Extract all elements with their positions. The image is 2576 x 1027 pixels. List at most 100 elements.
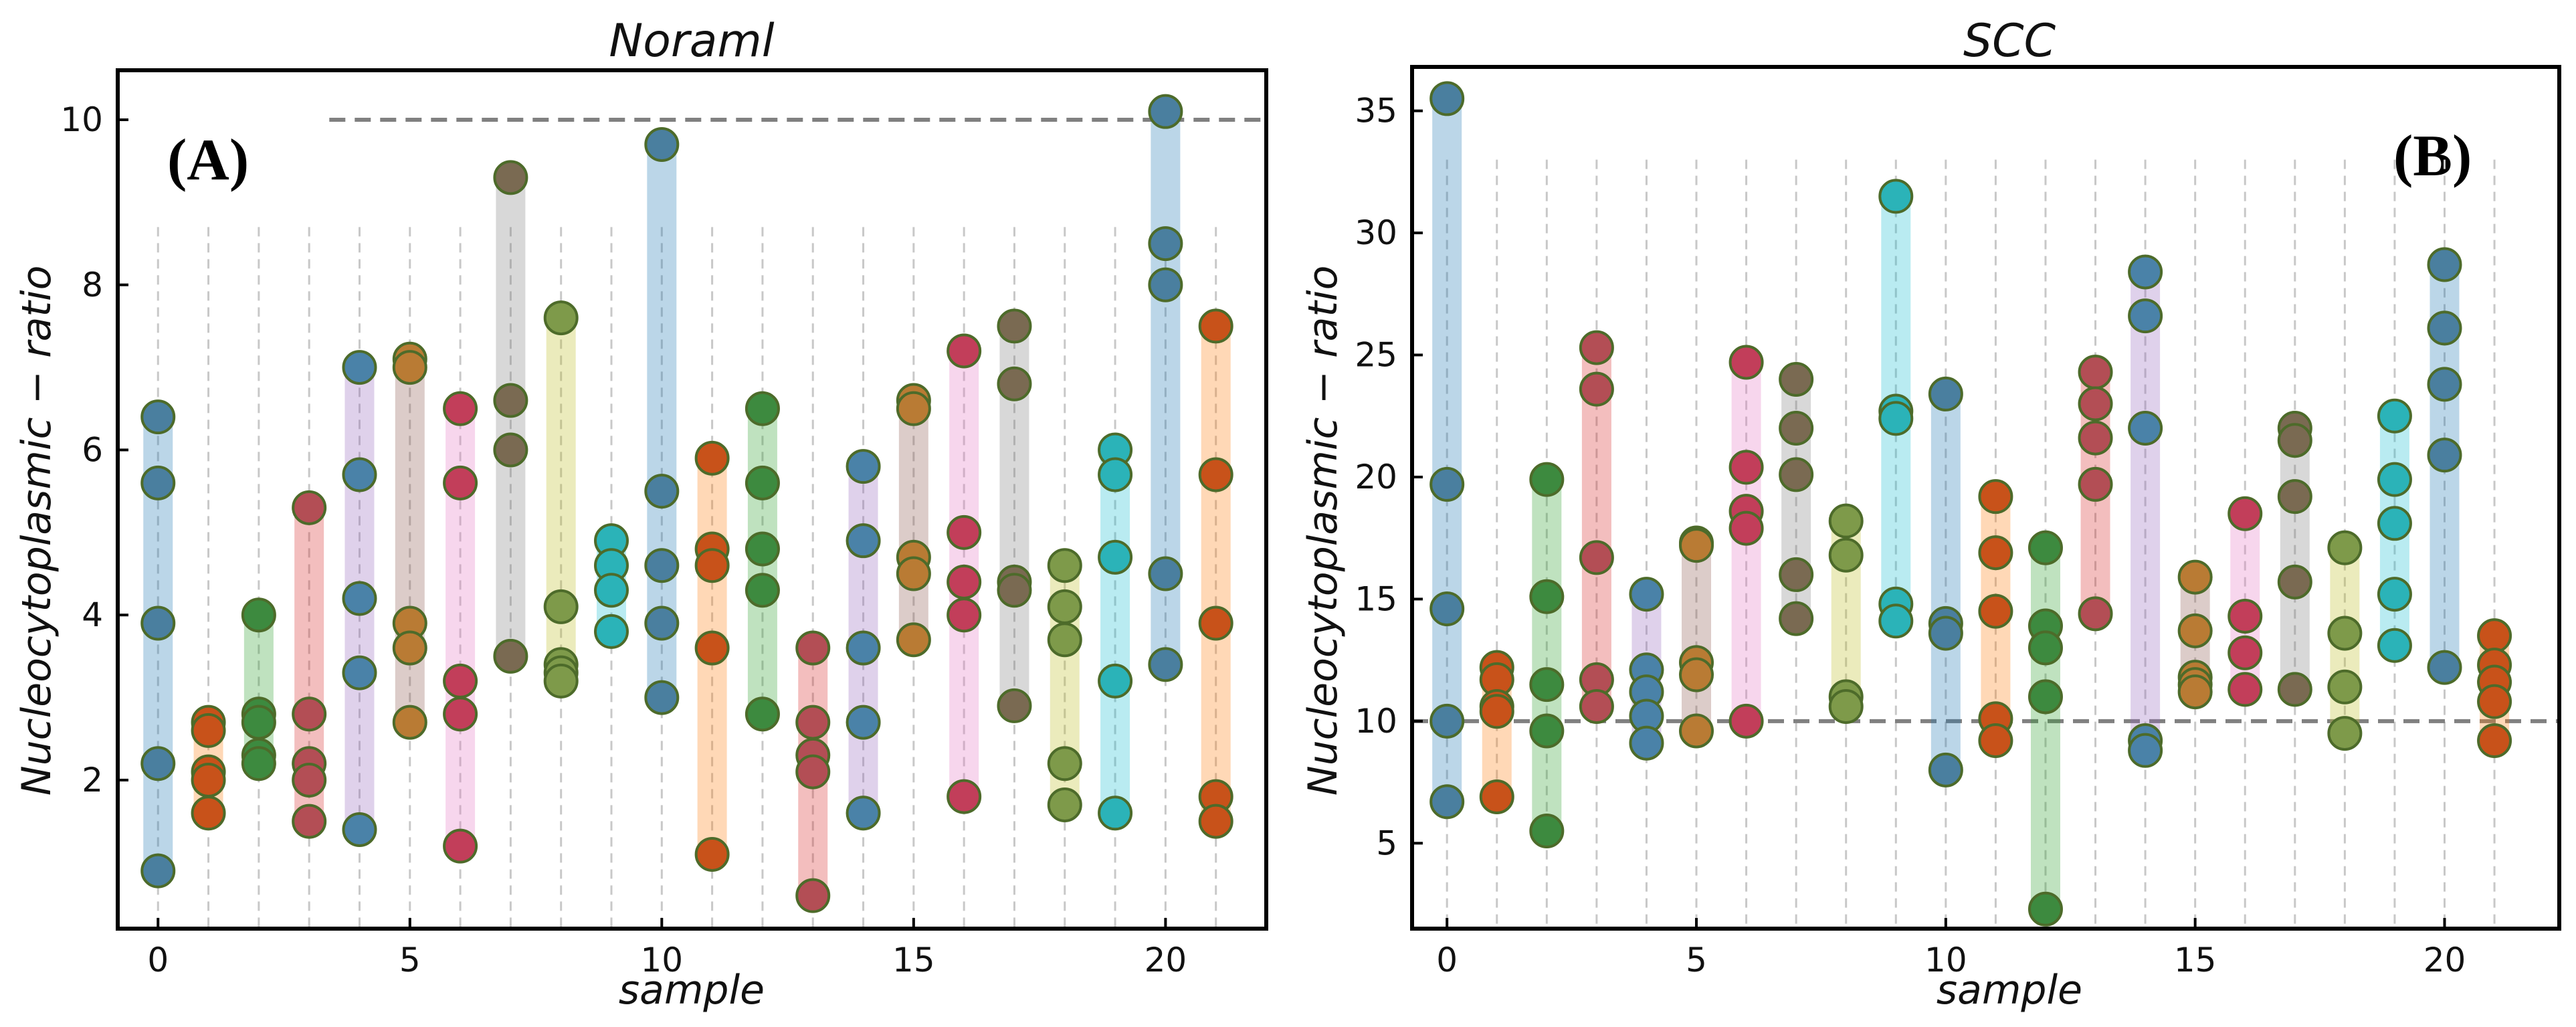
panel-b-data-point-sample-14-1 [2128, 298, 2163, 334]
panel-a-data-point-sample-11-3 [694, 630, 730, 666]
panel-b-data-point-sample-11-4 [1978, 723, 2013, 759]
panel-b-data-point-sample-0-4 [1429, 784, 1465, 820]
panel-b-data-point-sample-20-1 [2427, 310, 2462, 346]
panel-b-data-point-sample-2-4 [1529, 814, 1565, 849]
panel-a-range-band-sample-8 [546, 318, 576, 681]
panel-a-data-point-sample-12-1 [745, 465, 780, 500]
panel-a-data-point-sample-16-0 [947, 333, 982, 369]
panel-b-data-point-sample-21-3 [2477, 684, 2512, 719]
panel-b-data-point-sample-3-2 [1579, 540, 1614, 575]
panel-a-data-point-sample-2-0 [241, 597, 276, 633]
panel-a-data-point-sample-5-3 [392, 630, 427, 666]
panel-b-data-point-sample-21-0 [2477, 618, 2512, 654]
panel-a-data-point-sample-20-4 [1148, 647, 1183, 682]
panel-b-data-point-sample-3-4 [1579, 688, 1614, 724]
panel-b-data-point-sample-2-1 [1529, 579, 1565, 614]
panel-a-data-point-sample-4-0 [342, 350, 377, 385]
panel-a-data-point-sample-10-4 [644, 680, 680, 715]
panel-b-data-point-sample-7-3 [1779, 557, 1814, 592]
panel-a-data-point-sample-2-4 [241, 746, 276, 781]
panel-b-data-point-sample-15-1 [2177, 613, 2213, 648]
panel-b-x-tick-label-10: 10 [1924, 941, 1967, 979]
panel-a-data-point-sample-18-2 [1047, 622, 1082, 658]
panel-b-data-point-sample-13-4 [2078, 596, 2113, 632]
panel-b-y-tick-label-20: 20 [1355, 458, 1397, 496]
panel-b-data-point-sample-13-0 [2078, 355, 2113, 390]
panel-b-y-tick-label-10: 10 [1355, 702, 1397, 741]
panel-a-data-point-sample-17-4 [997, 688, 1032, 723]
panel-b-data-point-sample-20-0 [2427, 247, 2462, 282]
panel-b-range-band-sample-0 [1432, 98, 1462, 802]
panel-a-data-point-sample-12-2 [745, 531, 780, 567]
panel-a-data-point-sample-15-1 [896, 391, 931, 426]
panel-b-data-point-sample-6-3 [1728, 510, 1764, 546]
panel-a-data-point-sample-3-4 [292, 804, 327, 839]
panel-a-data-point-sample-19-3 [1098, 663, 1133, 698]
panel-a-data-point-sample-10-2 [644, 548, 680, 583]
panel-a-data-point-sample-5-4 [392, 705, 427, 740]
panel-a-letter: (A) [167, 128, 249, 193]
panel-a-data-point-sample-6-2 [443, 663, 478, 698]
panel-b-range-band-sample-12 [2030, 547, 2060, 909]
panel-a-x-tick-label-0: 0 [147, 941, 169, 979]
panel-a-range-band-sample-21 [1201, 326, 1231, 822]
panel-a-data-point-sample-0-1 [140, 465, 176, 500]
panel-a-data-point-sample-2-2 [241, 705, 276, 740]
panel-b-data-point-sample-3-1 [1579, 371, 1614, 407]
panel-a-data-point-sample-13-3 [795, 754, 831, 789]
panel-a-x-tick-label-5: 5 [399, 941, 421, 979]
panel-b-data-point-sample-17-2 [2277, 479, 2312, 515]
panel-a-data-point-sample-13-1 [795, 705, 831, 740]
panel-b-data-point-sample-20-4 [2427, 650, 2462, 685]
panel-b-data-point-sample-21-4 [2477, 723, 2512, 759]
panel-a-data-point-sample-3-3 [292, 762, 327, 798]
panel-b-data-point-sample-8-0 [1828, 503, 1864, 539]
panel-b-data-point-sample-0-2 [1429, 591, 1465, 627]
panel-b-x-tick-label-0: 0 [1436, 941, 1458, 979]
panel-b-plot-area: 0 5 10 15 20 5 10 15 20 25 30 35 [1355, 65, 2561, 979]
panel-b-data-point-sample-11-2 [1978, 593, 2013, 629]
panel-a-y-tick-label-4: 4 [82, 595, 103, 634]
panel-b-data-point-sample-13-3 [2078, 466, 2113, 502]
panel-b-data-point-sample-11-1 [1978, 535, 2013, 571]
panel-a-y-tick-label-8: 8 [82, 266, 103, 304]
panel-a-data-point-sample-7-0 [493, 160, 528, 195]
panel-a-data-point-sample-16-1 [947, 515, 982, 550]
panel-a-data-point-sample-6-0 [443, 391, 478, 426]
panel-a-data-point-sample-17-3 [997, 573, 1032, 608]
panel-b-data-point-sample-14-2 [2128, 411, 2163, 446]
panel-a-data-point-sample-3-1 [292, 696, 327, 732]
panel-b-data-point-sample-8-3 [1828, 688, 1864, 724]
panel-b-data-point-sample-8-1 [1828, 537, 1864, 573]
panel-a-data-point-sample-0-2 [140, 605, 176, 641]
panel-b-data-point-sample-18-3 [2327, 716, 2363, 751]
panel-a-data-point-sample-16-4 [947, 779, 982, 814]
panel-b-data-point-sample-5-4 [1679, 713, 1714, 749]
panel-b-data-point-sample-6-4 [1728, 703, 1764, 739]
panel-b-data-point-sample-1-4 [1479, 779, 1514, 814]
panel-a-data-point-sample-4-1 [342, 457, 377, 492]
panel-b-y-tick-label-35: 35 [1355, 92, 1397, 130]
panel-a-data-point-sample-21-0 [1198, 308, 1233, 344]
panel-b-data-point-sample-9-2 [1878, 401, 1914, 436]
panel-a-axes-frame [116, 68, 1268, 931]
panel-a-data-point-sample-19-4 [1098, 796, 1133, 831]
panel-a-y-tick-label-2: 2 [82, 761, 103, 800]
panel-b-data-point-sample-2-2 [1529, 667, 1565, 703]
panel-b-data-point-sample-4-4 [1629, 725, 1664, 761]
panel-a-data-point-sample-12-4 [745, 696, 780, 732]
panel-a-data-point-sample-17-0 [997, 308, 1032, 344]
panel-b-x-axis-label: sample [1937, 967, 2082, 1014]
panel-b-data-point-sample-7-4 [1779, 601, 1814, 636]
panel-b-data-point-sample-16-1 [2227, 598, 2263, 634]
panel-b-data-point-sample-16-2 [2227, 635, 2263, 670]
panel-a-data-point-sample-18-1 [1047, 589, 1082, 624]
panel-b-data-point-sample-4-0 [1629, 577, 1664, 612]
panel-b-data-point-sample-12-4 [2027, 891, 2063, 927]
panel-b-data-point-sample-19-4 [2377, 628, 2412, 663]
panel-a-title: Noraml [609, 15, 774, 68]
panel-a-data-point-sample-3-0 [292, 490, 327, 525]
panel-b-data-point-sample-18-2 [2327, 669, 2363, 705]
panel-a-data-point-sample-10-3 [644, 605, 680, 641]
